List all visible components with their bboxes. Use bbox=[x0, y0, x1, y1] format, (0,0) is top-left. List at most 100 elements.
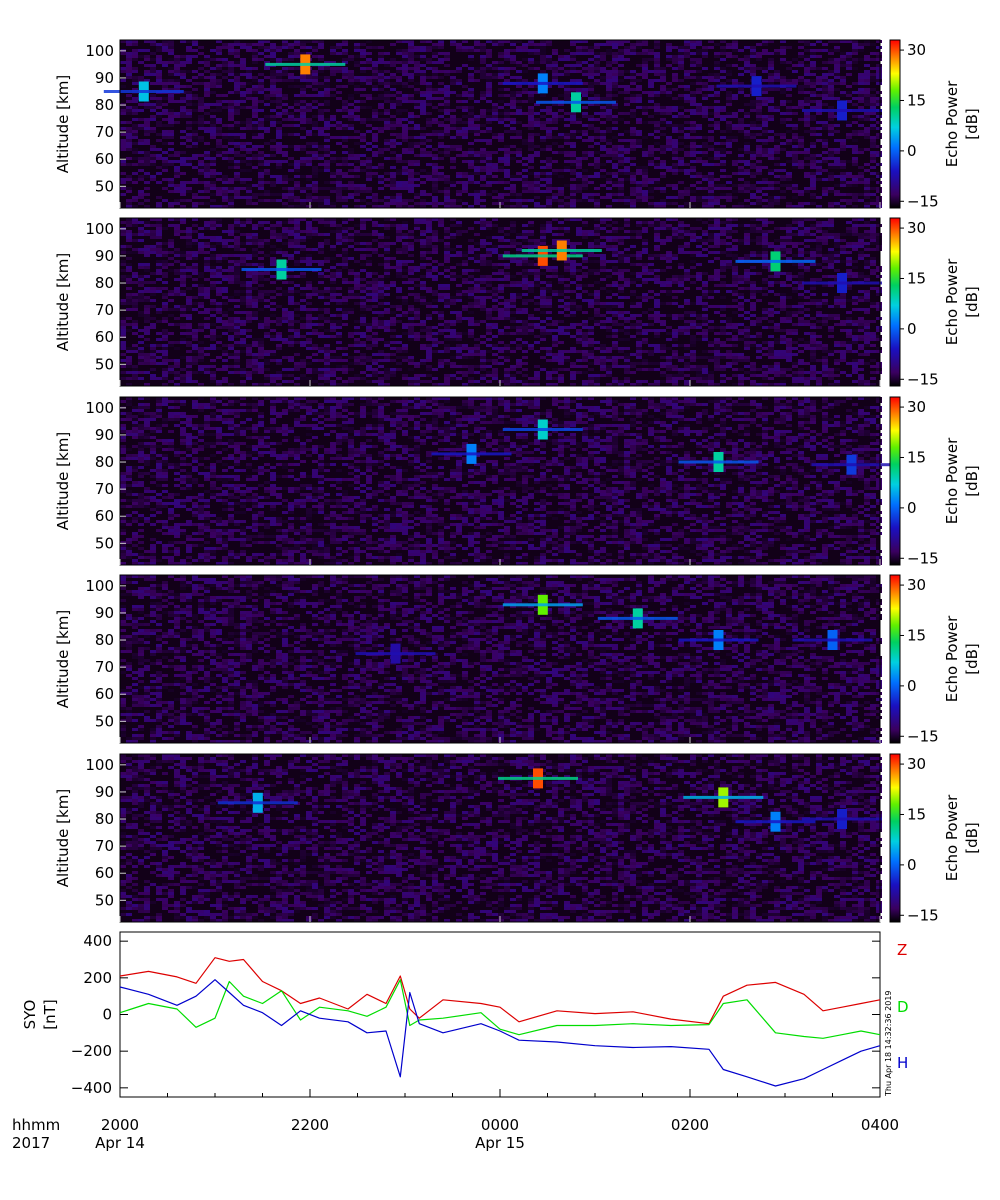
y-tick-label: 100 bbox=[85, 42, 114, 60]
y-axis-label-line: [nT] bbox=[41, 999, 59, 1029]
colorbar-label: Echo Power [dB] bbox=[943, 258, 981, 345]
colorbar-frame bbox=[889, 574, 901, 744]
y-axis-label: Altitude [km] bbox=[54, 789, 72, 887]
echo-layer bbox=[716, 84, 797, 88]
colorbar-label: Echo Power [dB] bbox=[943, 615, 981, 702]
colorbar bbox=[890, 218, 900, 386]
echo-layer bbox=[502, 603, 583, 607]
y-tick-label: 50 bbox=[95, 891, 114, 909]
y-tick-label: 50 bbox=[95, 355, 114, 373]
colorbar-label-line: [dB] bbox=[963, 822, 981, 854]
echo-panel-1: 50 60 70 80 90 100 Altitude [km] 30 15 0 −15 Echo P… bbox=[54, 39, 981, 210]
colorbar-tick-label: 15 bbox=[907, 626, 926, 644]
colorbar-tick-label: 15 bbox=[907, 91, 926, 109]
legend-label-D: D bbox=[897, 998, 909, 1016]
magnetometer-panel: 400 200 0 −200 −400 SYO [nT] Z D H Thu Apr 18 14:3… bbox=[21, 931, 909, 1098]
x-tick-label: 0200 bbox=[671, 1116, 709, 1134]
colorbar-tick-label: 15 bbox=[907, 269, 926, 287]
colorbar-label-line: [dB] bbox=[963, 108, 981, 140]
legend-label-H: H bbox=[897, 1054, 908, 1072]
echo-panel-5: 50 60 70 80 90 100 Altitude [km] 30 15 0 −15 Echo P… bbox=[54, 753, 981, 924]
echo-layer bbox=[502, 254, 583, 258]
colorbar-label-line: Echo Power bbox=[943, 80, 961, 167]
y-tick-label: 100 bbox=[85, 220, 114, 238]
y-tick-label: 100 bbox=[85, 756, 114, 774]
colorbar-frame bbox=[889, 217, 901, 387]
y-tick-label: −200 bbox=[71, 1042, 112, 1060]
y-tick-label: 70 bbox=[95, 123, 114, 141]
colorbar-tick-label: −15 bbox=[907, 370, 939, 388]
echo-layer bbox=[217, 801, 298, 805]
line-plot-frame bbox=[119, 931, 881, 1098]
echo-layer bbox=[811, 463, 892, 467]
echo-layer bbox=[431, 452, 512, 456]
y-axis-label: Altitude [km] bbox=[54, 253, 72, 351]
y-tick-label: 90 bbox=[95, 604, 114, 622]
colorbar-tick-label: 30 bbox=[907, 41, 926, 59]
y-tick-label: −400 bbox=[71, 1079, 112, 1097]
echo-layer bbox=[103, 90, 184, 93]
noise-texture bbox=[120, 575, 882, 743]
y-tick-label: 90 bbox=[95, 426, 114, 444]
echo-layer bbox=[792, 638, 873, 642]
y-tick-label: 60 bbox=[95, 328, 114, 346]
y-tick-label: 70 bbox=[95, 658, 114, 676]
y-tick-label: 60 bbox=[95, 507, 114, 525]
colorbar-label-line: Echo Power bbox=[943, 258, 961, 345]
x-tick-label: 0000 bbox=[481, 1116, 519, 1134]
colorbar-label-line: Echo Power bbox=[943, 437, 961, 524]
y-tick-label: 90 bbox=[95, 69, 114, 87]
echo-layer bbox=[536, 100, 616, 104]
y-tick-label: 60 bbox=[95, 685, 114, 703]
y-axis-label: Altitude [km] bbox=[54, 432, 72, 530]
colorbar-label: Echo Power [dB] bbox=[943, 437, 981, 524]
series-line-Z bbox=[119, 957, 881, 1025]
noise-texture bbox=[120, 218, 882, 386]
x-row-label: 2017 bbox=[12, 1134, 50, 1152]
colorbar-label-line: [dB] bbox=[963, 286, 981, 318]
y-tick-label: 200 bbox=[83, 969, 112, 987]
series-line-D bbox=[119, 979, 881, 1039]
y-axis-label: Altitude [km] bbox=[54, 75, 72, 173]
echo-layer bbox=[521, 249, 602, 252]
y-tick-label: 80 bbox=[95, 810, 114, 828]
colorbar-label-line: [dB] bbox=[963, 465, 981, 497]
colorbar-tick-label: 0 bbox=[907, 677, 917, 695]
colorbar-tick-label: −15 bbox=[907, 549, 939, 567]
y-axis-label: SYO [nT] bbox=[21, 999, 59, 1029]
colorbar-tick-label: −15 bbox=[907, 727, 939, 745]
y-tick-label: 60 bbox=[95, 864, 114, 882]
colorbar-tick-label: −15 bbox=[907, 192, 939, 210]
colorbar-tick-label: 15 bbox=[907, 805, 926, 823]
echo-layer bbox=[678, 638, 759, 642]
colorbar bbox=[890, 575, 900, 743]
y-tick-label: 80 bbox=[95, 274, 114, 292]
colorbar-tick-label: 30 bbox=[907, 398, 926, 416]
echo-layer bbox=[265, 62, 346, 66]
echo-layer bbox=[735, 259, 816, 263]
colorbar bbox=[890, 40, 900, 208]
colorbar-label-line: Echo Power bbox=[943, 794, 961, 881]
echo-layer bbox=[597, 616, 678, 620]
echo-layer bbox=[355, 652, 436, 656]
colorbar-tick-label: 0 bbox=[907, 142, 917, 160]
series-line-H bbox=[119, 979, 881, 1087]
y-tick-label: 80 bbox=[95, 631, 114, 649]
y-tick-label: 60 bbox=[95, 150, 114, 168]
echo-layer bbox=[498, 776, 578, 780]
echo-layer bbox=[802, 817, 882, 821]
colorbar-label: Echo Power [dB] bbox=[943, 80, 981, 167]
echo-layer bbox=[502, 81, 583, 85]
colorbar-tick-label: 30 bbox=[907, 755, 926, 773]
y-tick-label: 70 bbox=[95, 837, 114, 855]
y-tick-label: 100 bbox=[85, 577, 114, 595]
y-tick-label: 100 bbox=[85, 399, 114, 417]
x-date-label: Apr 15 bbox=[475, 1134, 525, 1152]
echo-layer bbox=[241, 268, 322, 271]
echo-layer bbox=[735, 820, 816, 824]
echo-layer bbox=[802, 109, 882, 112]
y-axis-label-line: SYO bbox=[21, 1000, 39, 1030]
y-tick-label: 80 bbox=[95, 453, 114, 471]
